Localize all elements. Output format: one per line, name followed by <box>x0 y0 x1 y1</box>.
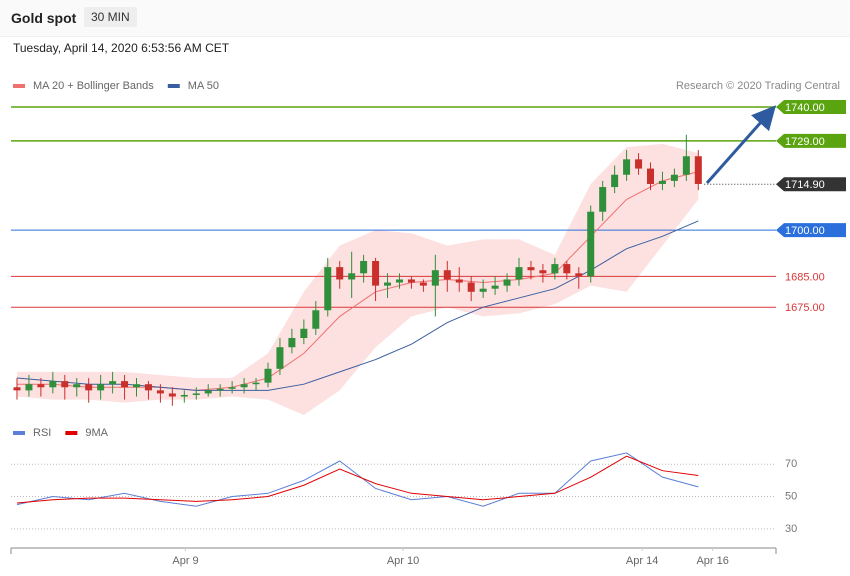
candle-body <box>228 387 236 389</box>
candle-body <box>276 347 284 369</box>
candle-body <box>694 156 702 184</box>
candle-body <box>539 270 547 274</box>
rsi-tick-label: 70 <box>785 458 797 470</box>
candle-body <box>384 282 392 286</box>
candle-body <box>85 384 93 391</box>
level-label: 1685.00 <box>785 271 825 283</box>
level-label: 1675.00 <box>785 302 825 314</box>
candle-body <box>97 384 105 391</box>
candle-body <box>587 211 595 277</box>
level-label: 1714.90 <box>785 179 825 191</box>
candle-body <box>324 267 332 311</box>
x-tick-label: Apr 10 <box>387 555 419 567</box>
candle-body <box>13 387 21 391</box>
candle-body <box>563 264 571 274</box>
candle-body <box>73 384 81 388</box>
candle-body <box>646 168 654 184</box>
candle-body <box>288 337 296 348</box>
candle-body <box>240 384 248 388</box>
level-badge <box>776 99 846 114</box>
x-tick-label: Apr 9 <box>172 555 198 567</box>
candle-body <box>156 390 164 394</box>
legend-label: 9MA <box>85 427 108 439</box>
header: Gold spot 30 MIN <box>0 0 850 37</box>
x-tick-label: Apr 16 <box>696 555 728 567</box>
candle-body <box>360 260 368 274</box>
candle-body <box>467 282 475 292</box>
candle-body <box>252 382 260 385</box>
candle-body <box>623 159 631 175</box>
bollinger-band <box>16 143 699 415</box>
candle-body <box>180 394 188 397</box>
timestamp: Tuesday, April 14, 2020 6:53:56 AM CET <box>13 41 230 55</box>
level-badge <box>776 177 846 192</box>
candle-body <box>599 187 607 212</box>
candle-body <box>658 180 666 184</box>
candle-body <box>348 273 356 280</box>
rsi-line <box>16 452 699 507</box>
candle-body <box>336 267 344 280</box>
legend-label: RSI <box>33 427 51 439</box>
candle-body <box>455 279 463 283</box>
legend-swatch <box>65 431 78 435</box>
candle-body <box>216 388 224 391</box>
candle-body <box>479 288 487 292</box>
forecast-arrow <box>705 105 776 184</box>
interval-badge[interactable]: 30 MIN <box>84 7 137 27</box>
candle-body <box>37 384 45 388</box>
level-badge <box>776 133 846 148</box>
ma-line <box>16 220 699 391</box>
level-label: 1700.00 <box>785 225 825 237</box>
legend-label: MA 20 + Bollinger Bands <box>33 80 154 92</box>
candle-body <box>133 384 141 388</box>
candle-body <box>551 264 559 274</box>
candle-body <box>144 384 152 391</box>
candle-body <box>61 381 69 388</box>
candle-body <box>372 260 380 286</box>
candle-body <box>109 381 117 385</box>
candle-body <box>419 282 427 286</box>
candle-body <box>575 273 583 277</box>
level-label: 1740.00 <box>785 102 825 114</box>
candle-body <box>527 267 535 271</box>
candle-body <box>121 381 129 388</box>
candle-body <box>515 267 523 280</box>
candle-body <box>25 384 33 391</box>
rsi-line <box>16 455 699 504</box>
candle-body <box>300 328 308 338</box>
candle-body <box>670 174 678 181</box>
legend-swatch <box>13 84 25 88</box>
title: Gold spot <box>11 10 77 26</box>
candle-body <box>49 381 57 388</box>
level-label: 1729.00 <box>785 136 825 148</box>
candle-body <box>312 310 320 329</box>
candle-body <box>431 270 439 286</box>
level-badge <box>776 223 846 238</box>
legend-swatch <box>13 431 25 435</box>
candle-body <box>407 279 415 283</box>
candle-body <box>264 368 272 383</box>
credit: Research © 2020 Trading Central <box>676 80 840 92</box>
candle-body <box>491 285 499 289</box>
legend-swatch <box>167 84 180 88</box>
candle-body <box>168 393 176 397</box>
ma-line <box>16 171 699 391</box>
candle-body <box>443 270 451 280</box>
candle-body <box>635 159 643 169</box>
candle-body <box>192 393 200 395</box>
rsi-tick-label: 30 <box>785 523 797 535</box>
candle-body <box>611 174 619 188</box>
x-tick-label: Apr 14 <box>626 555 658 567</box>
candle-body <box>204 390 212 394</box>
candle-body <box>682 156 690 175</box>
candle-body <box>395 279 403 283</box>
rsi-tick-label: 50 <box>785 490 797 502</box>
legend-label: MA 50 <box>188 80 219 92</box>
candle-body <box>503 279 511 286</box>
